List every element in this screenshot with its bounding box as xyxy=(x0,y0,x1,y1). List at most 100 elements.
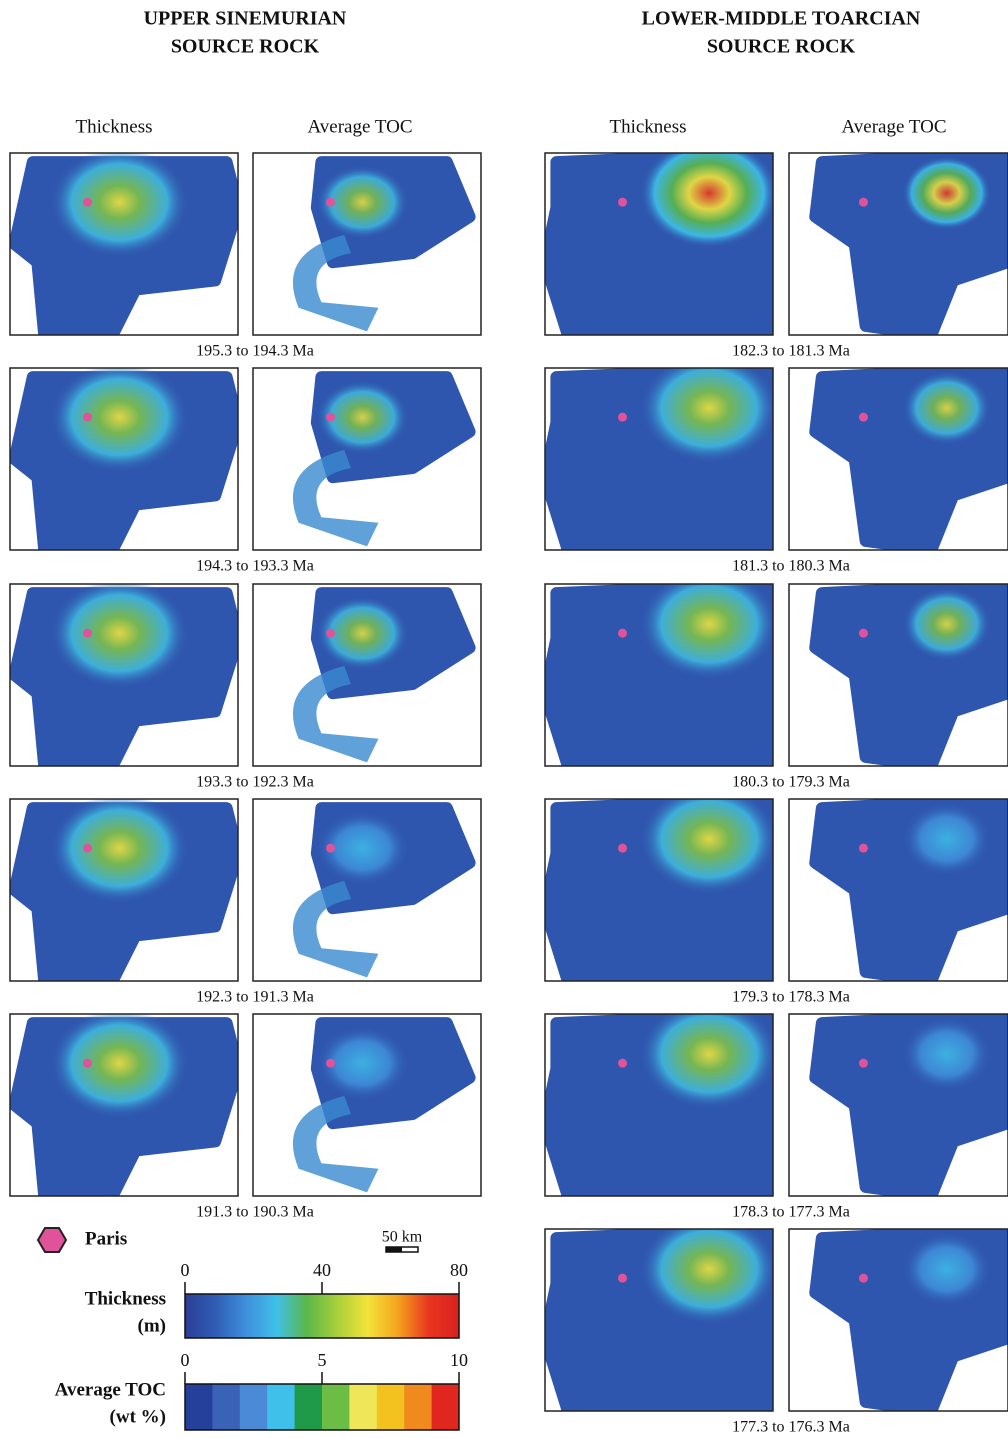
time-label: 191.3 to 190.3 Ma xyxy=(196,1204,314,1221)
map-hotspot xyxy=(641,1214,778,1323)
colorbar-tick-label: 40 xyxy=(313,1260,331,1280)
colorbar-step xyxy=(212,1384,240,1430)
map-hotspot xyxy=(51,579,188,688)
panel-header: Thickness xyxy=(609,116,686,137)
time-label: 180.3 to 179.3 Ma xyxy=(732,774,850,791)
map-hotspot xyxy=(903,1018,991,1091)
paris-marker xyxy=(618,413,627,422)
time-label: 181.3 to 180.3 Ma xyxy=(732,558,850,575)
paris-marker xyxy=(618,1059,627,1068)
map-hotspot xyxy=(641,353,778,462)
map-hotspot xyxy=(903,157,991,230)
paris-marker xyxy=(83,844,92,853)
paris-marker xyxy=(326,844,335,853)
time-label: 178.3 to 177.3 Ma xyxy=(732,1204,850,1221)
map-hotspot xyxy=(903,372,991,445)
colorbar-tick-label: 80 xyxy=(450,1260,468,1280)
colorbar-step xyxy=(267,1384,295,1430)
colorbar-step xyxy=(377,1384,405,1430)
map-panel xyxy=(253,368,481,550)
colorbar-step xyxy=(322,1384,350,1430)
paris-marker xyxy=(326,413,335,422)
colorbar-label: Thickness xyxy=(85,1288,166,1309)
map-hotspot xyxy=(641,784,778,893)
paris-marker xyxy=(326,629,335,638)
map-panel xyxy=(10,363,238,550)
paris-marker xyxy=(859,1274,868,1283)
paris-marker xyxy=(618,629,627,638)
colorbar-label: (wt %) xyxy=(110,1406,166,1427)
colorbar-step xyxy=(404,1384,432,1430)
paris-marker xyxy=(859,198,868,207)
map-panel xyxy=(545,999,778,1196)
paris-marker xyxy=(83,413,92,422)
colorbar-tick-label: 10 xyxy=(450,1350,468,1370)
figure: Paris 50 km UPPER SINEMURIAN SOURCE ROCK T… xyxy=(0,0,1008,1439)
map-panel xyxy=(545,353,778,550)
map-panel xyxy=(253,1014,481,1196)
paris-marker xyxy=(618,198,627,207)
paris-marker xyxy=(618,844,627,853)
colorbar-step xyxy=(185,1384,213,1430)
map-hotspot xyxy=(641,138,778,247)
paris-marker xyxy=(859,844,868,853)
scale-bar xyxy=(386,1247,402,1252)
map-hotspot xyxy=(903,803,991,876)
map-panel xyxy=(10,579,238,766)
paris-marker xyxy=(326,198,335,207)
panel-header: Average TOC xyxy=(841,116,946,137)
column-title: LOWER-MIDDLE TOARCIAN xyxy=(642,8,921,30)
map-panel xyxy=(253,584,481,766)
map-panel xyxy=(545,1214,778,1411)
map-panel xyxy=(789,368,1008,550)
panel-header: Thickness xyxy=(75,116,152,137)
map-hotspot xyxy=(641,569,778,678)
map-panel xyxy=(545,784,778,981)
map-panel xyxy=(545,569,778,766)
colorbar-tick-label: 5 xyxy=(318,1350,327,1370)
paris-marker xyxy=(83,1059,92,1068)
map-hotspot xyxy=(51,363,188,472)
colorbar-label: (m) xyxy=(138,1315,166,1336)
paris-marker xyxy=(859,413,868,422)
colorbar-step xyxy=(240,1384,268,1430)
colorbar-tick-label: 0 xyxy=(181,1260,190,1280)
time-label: 195.3 to 194.3 Ma xyxy=(196,343,314,360)
map-panel xyxy=(10,794,238,981)
map-hotspot xyxy=(641,999,778,1108)
time-label: 177.3 to 176.3 Ma xyxy=(732,1419,850,1436)
paris-symbol xyxy=(38,1228,66,1252)
colorbar-step xyxy=(349,1384,377,1430)
paris-marker xyxy=(83,198,92,207)
paris-label: Paris xyxy=(85,1228,127,1249)
map-panel xyxy=(253,799,481,981)
paris-marker xyxy=(859,629,868,638)
scale-label: 50 km xyxy=(382,1229,423,1246)
map-panel xyxy=(789,584,1008,766)
column-title: SOURCE ROCK xyxy=(171,36,320,58)
colorbar-tick-label: 0 xyxy=(181,1350,190,1370)
map-panel xyxy=(10,148,238,335)
colorbar-label: Average TOC xyxy=(55,1379,166,1400)
column-title: SOURCE ROCK xyxy=(707,36,856,58)
time-label: 182.3 to 181.3 Ma xyxy=(732,343,850,360)
time-label: 194.3 to 193.3 Ma xyxy=(196,558,314,575)
column-title: UPPER SINEMURIAN xyxy=(144,8,347,30)
map-panel xyxy=(10,1009,238,1196)
map-hotspot xyxy=(51,1009,188,1118)
map-hotspot xyxy=(903,588,991,661)
colorbar-step xyxy=(432,1384,460,1430)
map-panel xyxy=(789,799,1008,981)
paris-marker xyxy=(618,1274,627,1283)
map-panel xyxy=(253,153,481,335)
legend: Paris 50 km xyxy=(38,1228,423,1252)
time-label: 179.3 to 178.3 Ma xyxy=(732,989,850,1006)
map-hotspot xyxy=(51,148,188,257)
map-panel xyxy=(789,153,1008,335)
paris-marker xyxy=(326,1059,335,1068)
map-panel xyxy=(789,1229,1008,1411)
time-label: 192.3 to 191.3 Ma xyxy=(196,989,314,1006)
panel-header: Average TOC xyxy=(307,116,412,137)
colorbar xyxy=(185,1294,459,1338)
map-panel xyxy=(789,1014,1008,1196)
